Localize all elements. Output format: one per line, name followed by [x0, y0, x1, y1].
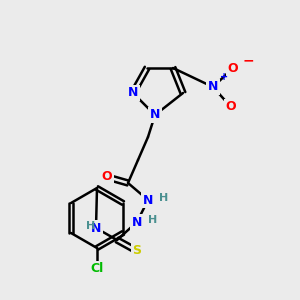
Text: N: N [128, 86, 138, 100]
Text: H: H [159, 193, 168, 203]
Text: N: N [208, 80, 218, 94]
Text: O: O [228, 61, 238, 74]
Text: H: H [86, 221, 95, 231]
Text: O: O [102, 170, 112, 184]
Text: H: H [148, 215, 157, 225]
Text: N: N [132, 215, 142, 229]
Text: N: N [150, 109, 160, 122]
Text: O: O [226, 100, 236, 113]
Text: Cl: Cl [90, 262, 104, 275]
Text: −: − [243, 53, 255, 67]
Text: +: + [220, 72, 228, 82]
Text: S: S [133, 244, 142, 257]
Text: N: N [91, 221, 101, 235]
Text: N: N [143, 194, 153, 206]
